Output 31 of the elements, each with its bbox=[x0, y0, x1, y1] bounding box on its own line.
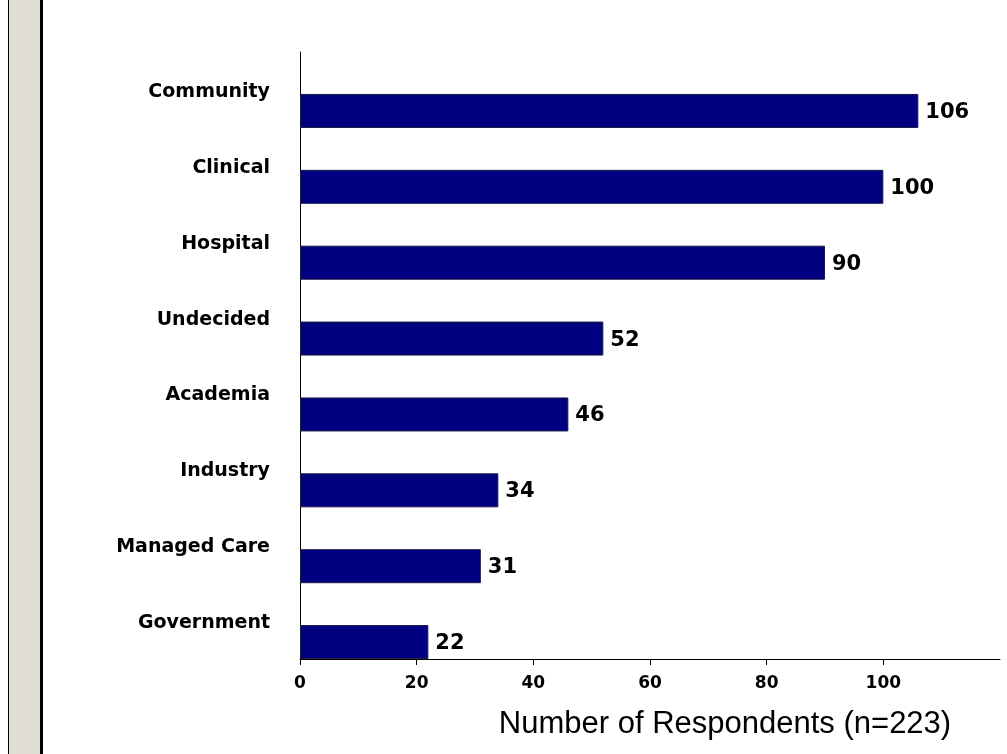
x-tick-label: 40 bbox=[521, 671, 546, 692]
y-tick-label: Academia bbox=[165, 382, 270, 405]
data-label: 22 bbox=[435, 630, 465, 655]
bar bbox=[300, 93, 919, 128]
bar bbox=[300, 397, 569, 432]
x-tick-label: 100 bbox=[865, 671, 902, 692]
bar bbox=[300, 625, 429, 660]
y-tick-label: Industry bbox=[180, 458, 271, 481]
data-label: 90 bbox=[832, 250, 862, 275]
y-tick-label: Hospital bbox=[181, 230, 270, 253]
x-tick-label: 0 bbox=[294, 671, 307, 692]
y-tick-label: Managed Care bbox=[116, 534, 270, 557]
x-tick-label: 80 bbox=[754, 671, 779, 692]
data-label: 106 bbox=[925, 98, 970, 123]
bar bbox=[300, 169, 884, 204]
data-label: 34 bbox=[505, 478, 535, 503]
x-axis-title: Number of Respondents (n=223) bbox=[498, 705, 952, 740]
y-tick-label: Undecided bbox=[156, 306, 270, 329]
data-label: 46 bbox=[575, 402, 605, 427]
data-label: 100 bbox=[890, 174, 935, 199]
y-tick-label: Community bbox=[148, 78, 271, 101]
y-tick-label: Government bbox=[137, 610, 270, 633]
data-label: 52 bbox=[610, 326, 640, 351]
x-tick-label: 20 bbox=[404, 671, 429, 692]
bar bbox=[300, 549, 481, 584]
bar bbox=[300, 473, 499, 508]
data-label: 31 bbox=[487, 554, 518, 579]
bar bbox=[300, 321, 604, 356]
x-tick-label: 60 bbox=[638, 671, 662, 692]
y-tick-label: Clinical bbox=[192, 154, 270, 177]
bar bbox=[300, 245, 825, 280]
